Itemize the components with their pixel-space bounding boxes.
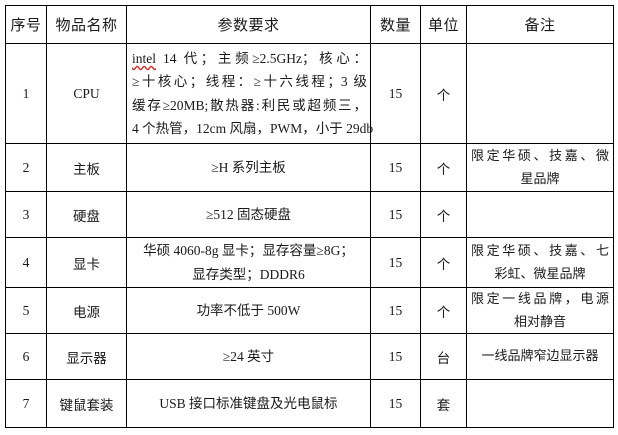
column-header-note: 备注	[466, 5, 614, 44]
equipment-spec-table: 序号 物品名称 参数要求 数量 单位 备注 1 CPU intel 14 代；主…	[5, 5, 614, 428]
table-row: 4 显卡 华硕 4060-8g 显卡；显存容量≥8G； 显存类型；DDDR6 1…	[5, 237, 614, 288]
cell-name: 显示器	[46, 333, 127, 380]
table-body: 1 CPU intel 14 代；主频≥2.5GHz；核心： ≥十核心；线程：≥…	[5, 43, 614, 428]
cell-unit: 台	[420, 333, 467, 380]
spec-line-rest: 14 代；主频≥2.5GHz；核心：	[156, 51, 367, 67]
cell-seq: 6	[5, 333, 47, 380]
cell-seq: 3	[5, 191, 47, 238]
cell-qty: 15	[370, 379, 421, 428]
cell-note: 限定华硕、技嘉、七 彩虹、微星品牌	[466, 237, 614, 288]
cell-note: 限定华硕、技嘉、微 星品牌	[466, 143, 614, 192]
cell-unit: 个	[420, 191, 467, 238]
cell-seq: 5	[5, 287, 47, 334]
cell-unit: 个	[420, 43, 467, 144]
column-header-seq: 序号	[5, 5, 47, 44]
cell-note	[466, 191, 614, 238]
cell-spec: ≥H 系列主板	[126, 143, 371, 192]
cell-note	[466, 379, 614, 428]
note-line: 星品牌	[520, 170, 560, 186]
spec-line: 缓存≥20MB;散热器:利民或超频三，	[132, 97, 367, 113]
cell-name: 电源	[46, 287, 127, 334]
spec-line: 华硕 4060-8g 显卡；显存容量≥8G；	[143, 243, 354, 259]
spec-line: ≥十核心；线程：≥十六线程；3 级	[132, 74, 367, 90]
note-line: 限定一线品牌，电源	[471, 291, 609, 307]
table-row: 1 CPU intel 14 代；主频≥2.5GHz；核心： ≥十核心；线程：≥…	[5, 43, 614, 144]
cell-spec: ≥512 固态硬盘	[126, 191, 371, 238]
cell-unit: 个	[420, 143, 467, 192]
cell-seq: 4	[5, 237, 47, 288]
spec-line: 4 个热管，12cm 风扇，PWM，小于 29db	[132, 120, 374, 136]
table-row: 6 显示器 ≥24 英寸 15 台 一线品牌窄边显示器	[5, 333, 614, 380]
cell-qty: 15	[370, 143, 421, 192]
cell-note: 限定一线品牌，电源 相对静音	[466, 287, 614, 334]
cell-note: 一线品牌窄边显示器	[466, 333, 614, 380]
cell-spec: ≥24 英寸	[126, 333, 371, 380]
note-line: 相对静音	[513, 313, 566, 329]
table-header: 序号 物品名称 参数要求 数量 单位 备注	[5, 5, 614, 44]
cell-qty: 15	[370, 43, 421, 144]
column-header-spec: 参数要求	[126, 5, 371, 44]
cell-name: 主板	[46, 143, 127, 192]
cell-qty: 15	[370, 287, 421, 334]
cell-spec: 华硕 4060-8g 显卡；显存容量≥8G； 显存类型；DDDR6	[126, 237, 371, 288]
cell-name: 显卡	[46, 237, 127, 288]
column-header-name: 物品名称	[46, 5, 127, 44]
cell-seq: 7	[5, 379, 47, 428]
column-header-unit: 单位	[420, 5, 467, 44]
cell-unit: 个	[420, 237, 467, 288]
cell-seq: 1	[5, 43, 47, 144]
cell-qty: 15	[370, 333, 421, 380]
cell-unit: 个	[420, 287, 467, 334]
cell-unit: 套	[420, 379, 467, 428]
note-line: 限定华硕、技嘉、微	[471, 148, 609, 164]
cell-name: 硬盘	[46, 191, 127, 238]
cell-name: 键鼠套装	[46, 379, 127, 428]
cell-qty: 15	[370, 191, 421, 238]
spec-line: intel 14 代；主频≥2.5GHz；核心：	[132, 47, 367, 70]
table-row: 5 电源 功率不低于 500W 15 个 限定一线品牌，电源 相对静音	[5, 287, 614, 334]
cell-spec: intel 14 代；主频≥2.5GHz；核心： ≥十核心；线程：≥十六线程；3…	[126, 43, 374, 144]
misspelled-word: intel	[132, 51, 156, 67]
column-header-qty: 数量	[370, 5, 421, 44]
note-line: 限定华硕、技嘉、七	[471, 243, 609, 259]
cell-name: CPU	[46, 43, 127, 144]
table-row: 3 硬盘 ≥512 固态硬盘 15 个	[5, 191, 614, 238]
cell-spec: 功率不低于 500W	[126, 287, 371, 334]
cell-seq: 2	[5, 143, 47, 192]
cell-note	[466, 43, 614, 144]
cell-spec: USB 接口标准键盘及光电鼠标	[126, 379, 371, 428]
table-row: 2 主板 ≥H 系列主板 15 个 限定华硕、技嘉、微 星品牌	[5, 143, 614, 192]
table-row: 7 键鼠套装 USB 接口标准键盘及光电鼠标 15 套	[5, 379, 614, 428]
cell-qty: 15	[370, 237, 421, 288]
note-line: 彩虹、微星品牌	[494, 265, 586, 281]
table-header-row: 序号 物品名称 参数要求 数量 单位 备注	[5, 5, 614, 44]
spec-line: 显存类型；DDDR6	[192, 266, 305, 282]
